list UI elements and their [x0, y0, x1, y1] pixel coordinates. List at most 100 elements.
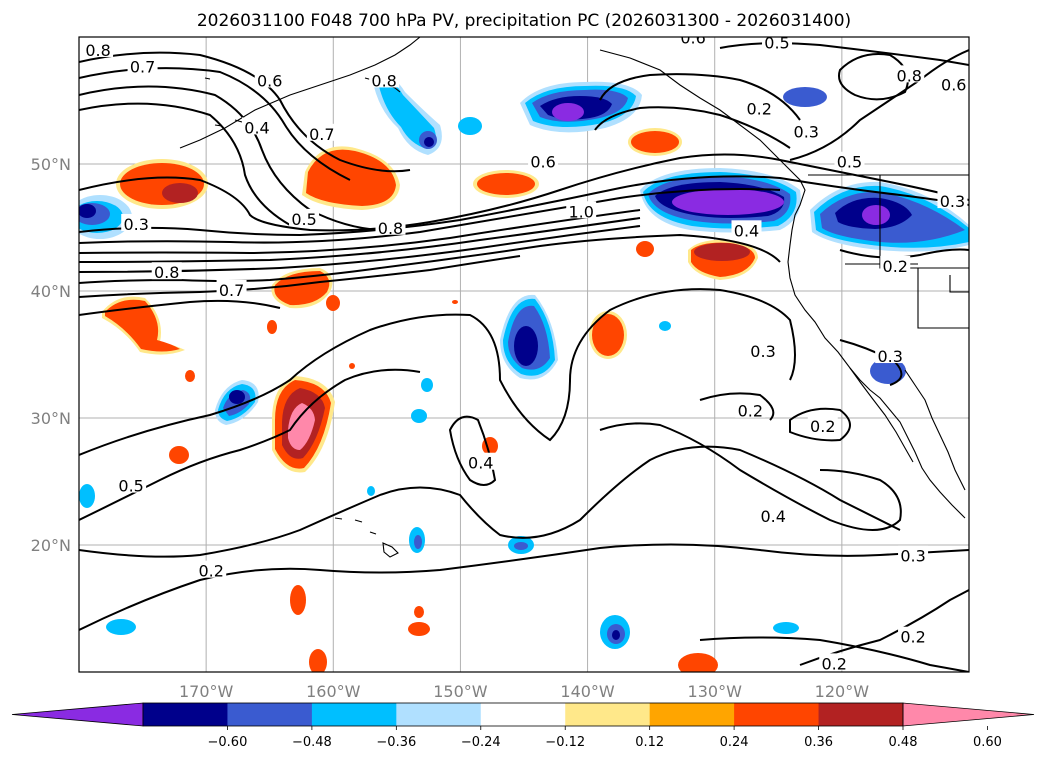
pv-contour — [79, 175, 969, 237]
longitude-tick-label: 150°W — [433, 682, 488, 701]
pv-contour — [79, 188, 781, 244]
pv-contour — [79, 51, 411, 173]
contour-label: 0.2 — [746, 99, 771, 118]
contour-label: 0.5 — [291, 210, 316, 229]
negative-precip-region — [659, 321, 671, 331]
colorbar-segment — [565, 703, 651, 726]
contour-label: 0.8 — [154, 263, 179, 282]
state-border — [949, 275, 969, 293]
island — [204, 77, 211, 80]
contour-label-bg — [819, 653, 850, 671]
contour-label-bg — [898, 626, 929, 644]
pv-contour — [79, 368, 421, 521]
contour-label: 0.7 — [130, 57, 155, 76]
latitude-labels: 50°N 40°N 30°N 20°N — [31, 155, 71, 555]
pv-contour — [79, 209, 641, 255]
colorbar-tick-label: −0.24 — [461, 735, 501, 750]
colorbar-tick-label: 0.12 — [635, 735, 664, 750]
contour-label: 0.8 — [378, 219, 403, 238]
positive-precip-region — [452, 300, 458, 304]
pv-contour — [789, 49, 969, 161]
contour-label: 0.5 — [837, 153, 862, 172]
island — [214, 124, 223, 127]
contour-label-bg — [807, 415, 838, 433]
negative-precip-region — [372, 75, 442, 155]
latitude-tick-label: 40°N — [31, 282, 71, 301]
latitude-tick-label: 50°N — [31, 155, 71, 174]
contour-label-bg — [151, 262, 182, 280]
contour-label: 0.3 — [940, 192, 965, 211]
pv-contour — [79, 153, 969, 232]
contour-label-bg — [121, 213, 152, 231]
pv-contour — [79, 85, 381, 231]
contour-label: 0.3 — [900, 546, 925, 565]
negative-precip-region — [600, 615, 630, 649]
colorbar-tick-label: 0.48 — [889, 735, 918, 750]
contour-label-bg — [748, 340, 779, 358]
colorbar-segment — [396, 703, 482, 726]
contour-label: 0.3 — [123, 215, 148, 234]
contour-label-bg — [731, 220, 762, 238]
baja-coast — [849, 367, 914, 463]
precip-fields — [79, 75, 969, 672]
contour-label: 0.3 — [877, 347, 902, 366]
contour-label: 0.6 — [530, 153, 555, 172]
contour-label-bg — [242, 117, 272, 135]
contour-label: 0.2 — [199, 562, 224, 581]
island — [334, 517, 343, 520]
contour-label-bg — [375, 217, 406, 235]
colorbar-extend-high — [902, 702, 1035, 727]
pv-contour — [838, 53, 909, 101]
negative-precip-region — [411, 409, 427, 423]
positive-precip-region — [102, 296, 185, 355]
contour-label: 0.4 — [244, 118, 269, 137]
positive-precip-region — [302, 146, 400, 210]
colorbar-frame — [142, 702, 904, 727]
contour-label: 0.4 — [468, 454, 493, 473]
longitude-tick-label: 160°W — [306, 682, 361, 701]
map-frame — [78, 36, 970, 673]
pv-contour — [79, 102, 291, 226]
contour-label-bg — [758, 506, 789, 524]
contour-label-bg — [880, 255, 911, 273]
contour-label: 0.2 — [822, 654, 847, 673]
colorbar-extend-low — [11, 702, 144, 727]
colorbar-tick-label: −0.36 — [376, 735, 416, 750]
island — [354, 519, 363, 523]
pv-contour — [79, 217, 641, 263]
contour-label: 0.8 — [85, 41, 110, 60]
contour-label-bg — [875, 346, 906, 364]
contour-label-bg — [116, 475, 147, 493]
contour-label-bg — [791, 121, 822, 139]
pv-contour — [599, 73, 801, 121]
negative-precip-region — [783, 87, 827, 107]
contour-label-bg — [834, 151, 865, 169]
colorbar-tick-label: −0.48 — [292, 735, 332, 750]
island — [234, 119, 243, 123]
contour-label: 0.5 — [118, 477, 143, 496]
positive-precip-region — [414, 606, 424, 618]
longitude-tick-label: 130°W — [688, 682, 743, 701]
colorbar-tick-label: −0.60 — [208, 735, 248, 750]
positive-precip-region — [408, 622, 430, 636]
pv-contour — [594, 106, 791, 149]
longitude-labels: 170°W 160°W 150°W 140°W 130°W 120°W — [179, 682, 869, 701]
state-border — [879, 175, 969, 269]
contour-label-bg — [762, 37, 793, 50]
colorbar: −0.60 −0.48 −0.36 −0.24 −0.12 0.12 0.24 0.36 0.4… — [11, 702, 1035, 750]
contour-label: 0.7 — [219, 281, 244, 300]
pv-contour — [719, 42, 969, 66]
positive-precip-region — [688, 239, 758, 280]
contour-label: 0.6 — [257, 71, 282, 90]
contour-labels: 0.8 0.7 0.6 0.4 0.7 0.8 0.6 0.3 0.5 0.8 1.0 0.4 0.8 0… — [83, 37, 969, 673]
contour-label-bg — [289, 208, 320, 226]
map-area: 0.8 0.7 0.6 0.4 0.7 0.8 0.6 0.3 0.5 0.8 1.0 0.4 0.8 0… — [78, 36, 970, 673]
negative-precip-region — [409, 527, 425, 553]
contour-label-bg — [83, 39, 114, 57]
negative-precip-region — [520, 81, 642, 133]
contour-label-bg — [196, 560, 227, 578]
contour-label: 0.3 — [794, 122, 819, 141]
colorbar-tick-label: 0.24 — [720, 735, 749, 750]
alaska-coast — [179, 37, 421, 149]
